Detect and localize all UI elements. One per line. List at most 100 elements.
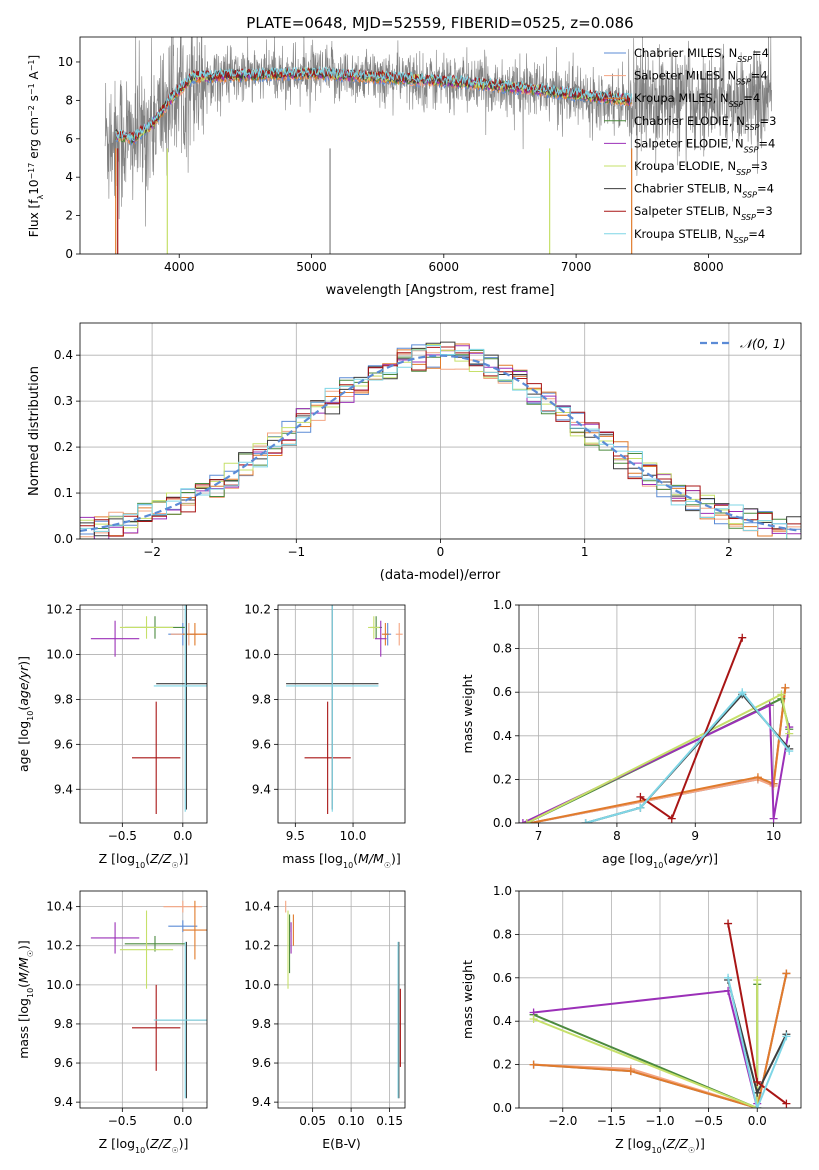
axes-frame [518,890,802,1109]
y-tick-label: 10.2 [244,939,271,953]
legend-entry: Salpeter STELIB, NSSP=3 [634,204,773,222]
y-tick-label: 9.4 [252,782,271,796]
y-tick-label: 9.6 [252,1056,271,1070]
x-tick-label: −1.5 [597,1114,626,1128]
x-tick-label: 0 [437,545,445,559]
y-tick-label: 9.4 [54,782,73,796]
x-axis-label: wavelength [Angstrom, rest frame] [326,283,555,298]
y-tick-label: 0.1 [54,486,73,500]
weight-marker [738,633,747,642]
y-tick-label: 9.8 [54,1017,73,1031]
x-tick-label: 0.0 [173,829,192,843]
y-tick-label: 9.4 [54,1095,73,1109]
x-tick-label: 7000 [561,260,592,274]
weight-marker [782,969,791,978]
x-tick-label: 9 [691,829,699,843]
plot-area [80,323,801,539]
weight-marker [769,779,778,788]
weight-marker [753,773,762,782]
y-tick-label: 9.8 [54,692,73,706]
y-axis-label: mass [log10(M/M☉)] [16,940,35,1059]
x-tick-label: 0.10 [338,1114,365,1128]
weight-marker [636,803,645,812]
weight-marker [738,688,747,697]
axes-frame [79,604,208,824]
weight-marker [785,747,794,756]
y-axis-label: Normed distribution [27,366,42,496]
weight-marker [753,1077,762,1086]
legend-entry: Kroupa MILES, NSSP=4 [634,91,760,109]
legend: Chabrier MILES, NSSP=4 Salpeter MILES, NS… [604,46,776,244]
y-axis-label: mass weight [460,960,475,1039]
weight-marker [529,1060,538,1069]
weight-line [585,690,791,823]
weight-marker [581,819,590,823]
weight-marker [781,683,790,692]
y-tick-label: 10.0 [244,647,271,661]
legend-entry: 𝒩(0, 1) [740,336,786,351]
plot-area [519,891,801,1108]
axes-frame [518,604,802,824]
model-spectrum [115,66,633,140]
plot-area [278,605,405,823]
y-tick-label: 2 [65,209,73,223]
weight-marker [782,1099,791,1108]
figure-title: PLATE=0648, MJD=52559, FIBERID=0525, z=0… [246,14,633,32]
x-axis-label: Z [log10(Z/Z☉)] [99,1136,189,1155]
y-tick-label: 10.2 [244,602,271,616]
x-tick-label: −0.5 [108,829,137,843]
normal-curve [80,354,801,532]
weight-marker [769,814,778,823]
y-tick-label: 0.6 [493,685,512,699]
x-tick-label: −1.0 [645,1114,674,1128]
axes-age-vs-mass: 9.5 10.0 9.4 9.6 9.8 10.0 10.2 mass [log10(M/M☉… [244,602,406,870]
axes-residuals: −2 −1 0 1 2 0.0 0.1 0.2 0.3 0.4 𝒩(0, 1) (data-model… [27,322,802,583]
weight-line [727,977,788,1108]
weight-line [533,980,759,1108]
legend-entry: Salpeter MILES, NSSP=4 [634,69,768,87]
weight-line [533,989,759,1108]
axes-spectrum: 4000 5000 6000 7000 8000 0 2 4 6 8 10 wavelength [A… [27,36,802,298]
y-axis-label: Flux [fλ10−17 erg cm−2 s−1 A−1] [27,55,45,237]
x-axis-label: E(B-V) [322,1136,361,1151]
x-tick-label: 7 [535,829,543,843]
weight-line [522,703,791,823]
y-tick-label: 1.0 [493,598,512,612]
y-tick-label: 9.6 [252,737,271,751]
x-tick-label: 5000 [296,260,327,274]
axes-age-vs-Z: −0.5 0.0 9.4 9.6 9.8 10.0 10.2 Z [log10(Z/Z☉)] a… [16,602,208,870]
residual-histogram [80,341,801,537]
model-spectrum [115,65,633,142]
y-tick-label: 10.0 [244,978,271,992]
weight-line [533,973,788,1108]
x-axis-label: Z [log10(Z/Z☉)] [99,851,189,870]
y-tick-label: 0.0 [54,532,73,546]
y-tick-label: 8 [65,93,73,107]
y-tick-label: 0.8 [493,642,512,656]
weight-marker [626,1067,635,1076]
residual-histogram [80,345,801,539]
legend-entry: Salpeter ELODIE, NSSP=4 [634,136,775,154]
weight-marker [785,729,794,738]
x-tick-label: 4000 [164,260,195,274]
x-tick-label: 6000 [429,260,460,274]
axes-frame [277,604,406,824]
y-tick-label: 0.0 [493,816,512,830]
x-tick-label: −0.5 [694,1114,723,1128]
y-tick-label: 0.2 [493,772,512,786]
weight-marker [782,1032,791,1041]
weight-marker [724,919,733,928]
x-axis-label: (data-model)/error [380,568,501,583]
plot-area [519,605,801,823]
weight-line [533,984,759,1108]
x-tick-label: 0.0 [748,1114,767,1128]
y-tick-label: 9.6 [54,1056,73,1070]
y-tick-label: 0.6 [493,971,512,985]
x-tick-label: 0.05 [299,1114,326,1128]
y-tick-label: 10.0 [46,978,73,992]
y-tick-label: 0.4 [493,729,512,743]
y-tick-label: 4 [65,170,73,184]
y-tick-label: 1.0 [493,884,512,898]
plot-area [80,891,207,1108]
